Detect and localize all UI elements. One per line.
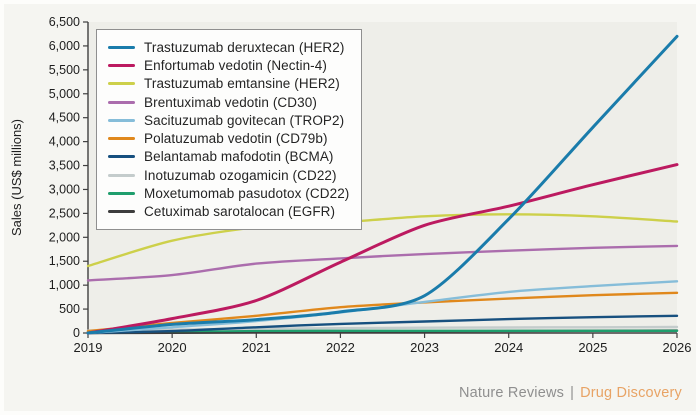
- y-tick-label: 2,500: [49, 206, 80, 220]
- y-tick-label: 1,500: [49, 254, 80, 268]
- legend-label: Polatuzumab vedotin (CD79b): [144, 131, 328, 147]
- legend-item: Enfortumab vedotin (Nectin-4): [108, 56, 349, 74]
- series-line: [86, 163, 679, 335]
- legend-label: Belantamab mafodotin (BCMA): [144, 149, 334, 165]
- legend-label: Inotuzumab ozogamicin (CD22): [144, 167, 337, 183]
- x-tick-label: 2021: [242, 340, 271, 355]
- y-tick-label: 3,000: [49, 182, 80, 196]
- journal-title: Drug Discovery: [580, 385, 682, 401]
- y-tick-label: 5,500: [49, 63, 80, 77]
- series-line: [86, 34, 679, 335]
- series-line: [86, 325, 679, 332]
- series-line: [86, 314, 679, 335]
- legend-item: Cetuximab sarotalocan (EGFR): [108, 203, 349, 221]
- y-tick-label: 5,000: [49, 87, 80, 101]
- y-tick-label: 6,000: [49, 39, 80, 53]
- legend-label: Enfortumab vedotin (Nectin-4): [144, 57, 327, 73]
- legend-label: Trastuzumab deruxtecan (HER2): [144, 39, 345, 55]
- legend-label: Cetuximab sarotalocan (EGFR): [144, 204, 336, 220]
- legend-item: Trastuzumab deruxtecan (HER2): [108, 38, 349, 56]
- legend-line-swatch: [108, 63, 135, 67]
- y-tick-label: 4,500: [49, 111, 80, 125]
- legend-line-swatch: [108, 173, 135, 177]
- footer-separator: |: [570, 385, 575, 401]
- legend-item: Moxetumomab pasudotox (CD22): [108, 184, 349, 202]
- journal-name: Nature Reviews: [458, 385, 565, 401]
- y-tick-label: 6,500: [49, 15, 80, 29]
- x-tick-label: 2026: [663, 340, 692, 355]
- journal-credit: Nature Reviews | Drug Discovery: [459, 385, 682, 401]
- legend-item: Inotuzumab ozogamicin (CD22): [108, 166, 349, 184]
- legend-label: Brentuximab vedotin (CD30): [144, 94, 317, 110]
- legend-line-swatch: [108, 155, 135, 159]
- x-tick-label: 2020: [158, 340, 187, 355]
- x-tick-label: 2022: [326, 340, 355, 355]
- x-tick-label: 2024: [494, 340, 523, 355]
- legend-item: Sacituzumab govitecan (TROP2): [108, 111, 349, 129]
- series-line: [86, 291, 679, 333]
- legend-item: Polatuzumab vedotin (CD79b): [108, 129, 349, 147]
- series-line: [86, 244, 679, 282]
- legend-line-swatch: [108, 100, 135, 104]
- legend-line-swatch: [108, 192, 135, 196]
- x-tick-label: 2023: [410, 340, 439, 355]
- legend-item: Trastuzumab emtansine (HER2): [108, 75, 349, 93]
- series-line: [86, 213, 679, 268]
- x-tick-label: 2019: [74, 340, 103, 355]
- legend-item: Brentuximab vedotin (CD30): [108, 93, 349, 111]
- legend-line-swatch: [108, 210, 135, 214]
- legend-label: Trastuzumab emtansine (HER2): [144, 76, 340, 92]
- y-tick-label: 0: [73, 326, 80, 340]
- x-tick-label: 2025: [578, 340, 607, 355]
- legend-line-swatch: [108, 137, 135, 141]
- y-tick-label: 2,000: [49, 230, 80, 244]
- y-tick-label: 4,000: [49, 135, 80, 149]
- legend-label: Moxetumomab pasudotox (CD22): [144, 186, 350, 202]
- y-axis-title: Sales (US$ millions): [9, 119, 24, 236]
- y-tick-label: 500: [59, 302, 80, 316]
- legend-label: Sacituzumab govitecan (TROP2): [144, 112, 345, 128]
- legend-item: Belantamab mafodotin (BCMA): [108, 148, 349, 166]
- legend-line-swatch: [108, 45, 135, 49]
- chart-legend: Trastuzumab deruxtecan (HER2) Enfortumab …: [96, 29, 363, 230]
- y-tick-label: 1,000: [49, 278, 80, 292]
- legend-line-swatch: [108, 118, 135, 122]
- y-tick-label: 3,500: [49, 159, 80, 173]
- legend-line-swatch: [108, 82, 135, 86]
